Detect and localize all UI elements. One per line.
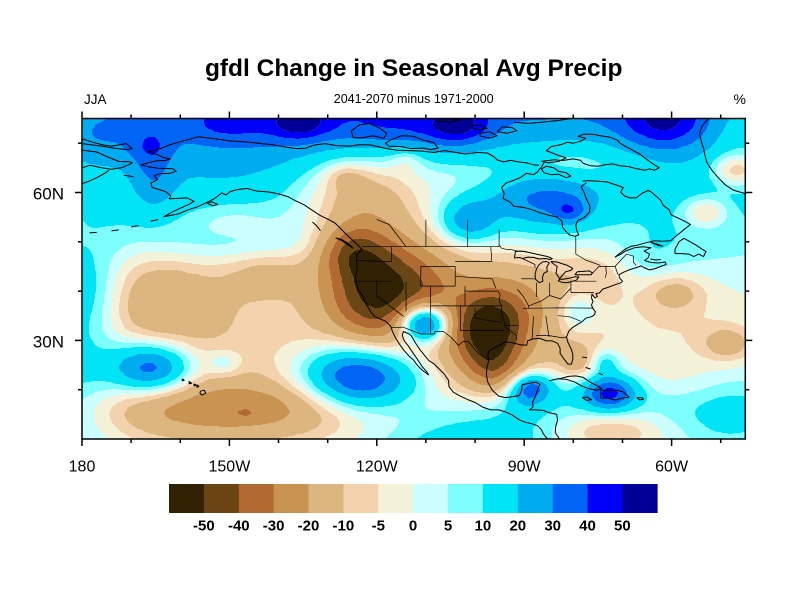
svg-text:40: 40 <box>579 518 596 535</box>
svg-text:-5: -5 <box>372 518 385 535</box>
svg-text:-20: -20 <box>298 518 320 535</box>
svg-text:2041-2070 minus 1971-2000: 2041-2070 minus 1971-2000 <box>334 92 494 106</box>
svg-text:150W: 150W <box>209 459 252 476</box>
svg-text:20: 20 <box>509 518 526 535</box>
svg-text:%: % <box>734 91 746 107</box>
svg-text:-30: -30 <box>263 518 285 535</box>
svg-text:-40: -40 <box>228 518 250 535</box>
svg-text:180: 180 <box>69 459 96 476</box>
svg-text:30N: 30N <box>33 332 64 351</box>
svg-text:50: 50 <box>614 518 631 535</box>
svg-text:5: 5 <box>444 518 452 535</box>
svg-text:60N: 60N <box>33 185 64 204</box>
svg-text:JJA: JJA <box>84 92 107 107</box>
svg-text:90W: 90W <box>508 459 542 476</box>
svg-text:gfdl Change in Seasonal Avg Pr: gfdl Change in Seasonal Avg Precip <box>205 55 623 82</box>
svg-text:-10: -10 <box>333 518 355 535</box>
svg-text:0: 0 <box>409 518 417 535</box>
svg-text:60W: 60W <box>655 459 689 476</box>
svg-text:10: 10 <box>475 518 492 535</box>
svg-text:120W: 120W <box>356 459 399 476</box>
svg-text:-50: -50 <box>193 518 215 535</box>
svg-text:30: 30 <box>544 518 561 535</box>
